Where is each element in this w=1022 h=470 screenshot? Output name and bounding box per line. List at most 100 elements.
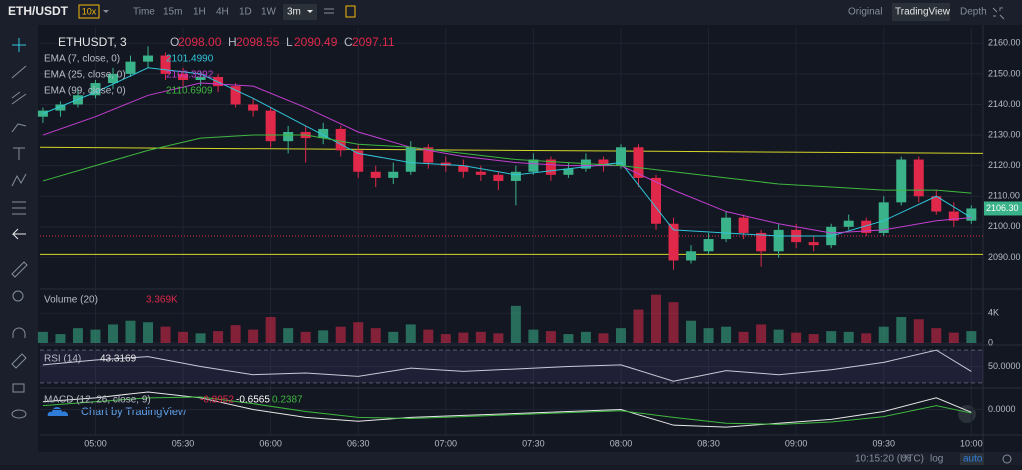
candle-body	[773, 229, 784, 252]
ohlc: 2097.11	[352, 35, 395, 49]
last-price: 2106.30	[986, 203, 1019, 213]
pane-value: 43.3169	[100, 354, 137, 365]
volume-bar	[861, 333, 872, 343]
candle-body	[143, 55, 154, 62]
active-interval-box[interactable]	[283, 4, 317, 20]
candle-body	[265, 110, 276, 142]
y-tick-label: 2100.00	[988, 221, 1021, 231]
candle-body	[615, 147, 626, 166]
volume-bar	[563, 334, 574, 343]
candle-body	[545, 159, 556, 175]
volume-bar	[55, 334, 66, 343]
candle-body	[493, 174, 504, 181]
status-button[interactable]: log	[930, 454, 943, 465]
interval[interactable]: 1H	[193, 7, 206, 18]
watermark[interactable]: Chart by TradingView	[81, 406, 186, 418]
interval[interactable]: 15m	[163, 7, 182, 18]
dropdown-icon[interactable]	[307, 10, 313, 13]
candle-body	[353, 150, 364, 172]
chart-title: ETHUSDT, 3	[58, 35, 127, 49]
ohlc: O	[170, 35, 179, 49]
view-tab[interactable]: TradingView	[895, 7, 951, 18]
volume-bar	[370, 328, 381, 343]
ohlc: 2098.00	[178, 35, 222, 49]
leverage-box[interactable]	[78, 4, 100, 19]
active-view-box[interactable]	[892, 3, 950, 21]
settings-icon[interactable]	[1002, 454, 1012, 464]
interval[interactable]: 4H	[216, 7, 229, 18]
volume-bar	[388, 331, 399, 343]
candle-body	[335, 128, 346, 151]
fullscreen-icon[interactable]	[992, 7, 1005, 20]
pane-title: Volume (20)	[44, 295, 98, 306]
symbol[interactable]: ETH/USDT	[8, 4, 69, 18]
volume-bar	[283, 328, 294, 343]
candle-body	[405, 147, 416, 172]
volume-bar	[545, 331, 556, 343]
volume-bar	[475, 331, 486, 343]
settings-icon[interactable]	[324, 8, 334, 14]
zoom-icon[interactable]	[12, 290, 24, 302]
x-tick-label: 09:30	[872, 438, 895, 448]
ruler-icon[interactable]	[11, 261, 28, 278]
x-tick-label: 05:00	[84, 438, 107, 448]
measure-icon[interactable]	[12, 201, 26, 215]
candle-body	[686, 251, 697, 261]
leverage[interactable]: 10x	[82, 6, 97, 16]
y-tick-label: 2110.00	[988, 191, 1020, 201]
status-button[interactable]: auto	[963, 454, 983, 465]
clock: 10:15:20 (UTC)	[855, 454, 924, 465]
magnet-icon[interactable]	[12, 327, 26, 338]
candle-body	[861, 220, 872, 233]
lock-icon[interactable]	[12, 383, 25, 393]
volume-bar	[160, 326, 171, 343]
interval[interactable]: 1D	[239, 7, 252, 18]
candle-body	[703, 239, 714, 252]
candle-body	[756, 232, 767, 252]
indicator-icon[interactable]	[345, 5, 356, 18]
fib-icon[interactable]	[11, 91, 27, 105]
interval[interactable]: 1W	[261, 7, 277, 18]
volume-bar	[178, 331, 189, 343]
y-tick-label: 2120.00	[988, 160, 1021, 170]
line-tool-icon[interactable]	[11, 65, 27, 79]
ohlc: C	[344, 35, 353, 49]
pattern-icon[interactable]	[11, 173, 27, 187]
dropdown-icon[interactable]	[103, 10, 109, 13]
text-icon[interactable]	[13, 147, 25, 160]
volume-bar	[756, 324, 767, 343]
eye-icon[interactable]	[11, 409, 27, 419]
back-icon[interactable]	[11, 228, 26, 240]
volume-bar	[248, 329, 259, 343]
candle-body	[440, 162, 451, 166]
y-tick-label: 2130.00	[988, 129, 1021, 139]
pane-title: RSI (14)	[44, 354, 81, 365]
active-interval[interactable]: 3m	[287, 7, 301, 18]
interval[interactable]: Time	[133, 7, 155, 18]
volume-bar	[125, 320, 136, 343]
volume-bar	[913, 319, 924, 343]
volume-bar	[72, 328, 83, 343]
brush-icon[interactable]	[11, 123, 27, 133]
view-tab[interactable]: Depth	[960, 7, 987, 18]
volume-bar	[878, 326, 889, 343]
y-tick-label: 4K	[988, 308, 999, 318]
active-button-box[interactable]	[960, 453, 984, 465]
status-button[interactable]: %	[902, 454, 911, 465]
candle-body	[475, 171, 486, 175]
volume-bar	[668, 302, 679, 343]
volume-bar	[230, 325, 241, 343]
edit-icon[interactable]	[11, 353, 27, 369]
indicator-line	[42, 391, 972, 428]
crosshair-icon[interactable]	[12, 38, 26, 52]
candle-body	[896, 159, 907, 203]
candle-body	[721, 217, 732, 240]
ema-line	[42, 67, 972, 237]
volume-bar	[773, 329, 784, 343]
candle-body	[423, 147, 434, 163]
volume-bar	[615, 328, 626, 343]
view-tab[interactable]: Original	[848, 7, 882, 18]
candle-body	[510, 171, 521, 181]
legend-value: 2110.6909	[166, 86, 213, 97]
volume-bar	[458, 332, 469, 343]
